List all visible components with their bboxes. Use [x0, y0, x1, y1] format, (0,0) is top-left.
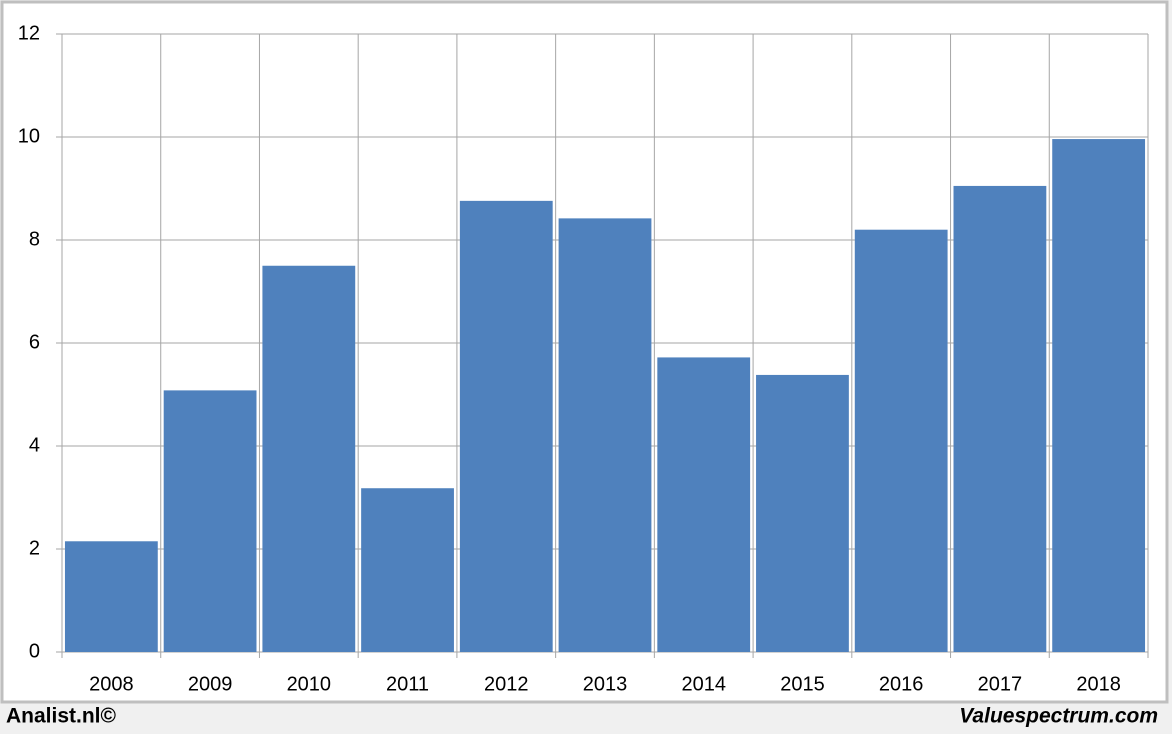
y-tick-label: 0: [29, 640, 40, 662]
x-tick-label: 2014: [681, 673, 726, 695]
bar: [1052, 139, 1146, 652]
x-tick-label: 2011: [386, 673, 429, 695]
source-left: Analist.nl©: [6, 705, 117, 728]
x-tick-label: 2016: [879, 673, 924, 695]
bar: [756, 374, 849, 652]
y-tick-label: 4: [29, 434, 40, 456]
bar: [558, 218, 652, 652]
y-tick-label: 12: [18, 22, 40, 44]
source-right: Valuespectrum.com: [959, 705, 1158, 728]
y-tick-label: 2: [29, 537, 40, 559]
x-tick-label: 2017: [978, 673, 1023, 695]
bar: [854, 229, 948, 652]
bar: [459, 200, 553, 653]
bar: [361, 488, 454, 652]
x-tick-label: 2013: [583, 673, 628, 695]
bar: [64, 541, 158, 652]
x-tick-label: 2009: [188, 673, 233, 695]
x-tick-label: 2008: [89, 673, 134, 695]
y-tick-label: 10: [18, 125, 40, 147]
bar: [262, 265, 356, 652]
x-tick-label: 2018: [1076, 673, 1121, 695]
y-tick-label: 8: [29, 228, 40, 250]
bar: [163, 390, 257, 652]
bar: [657, 357, 751, 652]
x-tick-label: 2010: [287, 673, 332, 695]
x-tick-label: 2015: [780, 673, 825, 695]
x-tick-label: 2012: [484, 673, 529, 695]
y-tick-label: 6: [29, 331, 40, 353]
bar: [953, 185, 1047, 653]
